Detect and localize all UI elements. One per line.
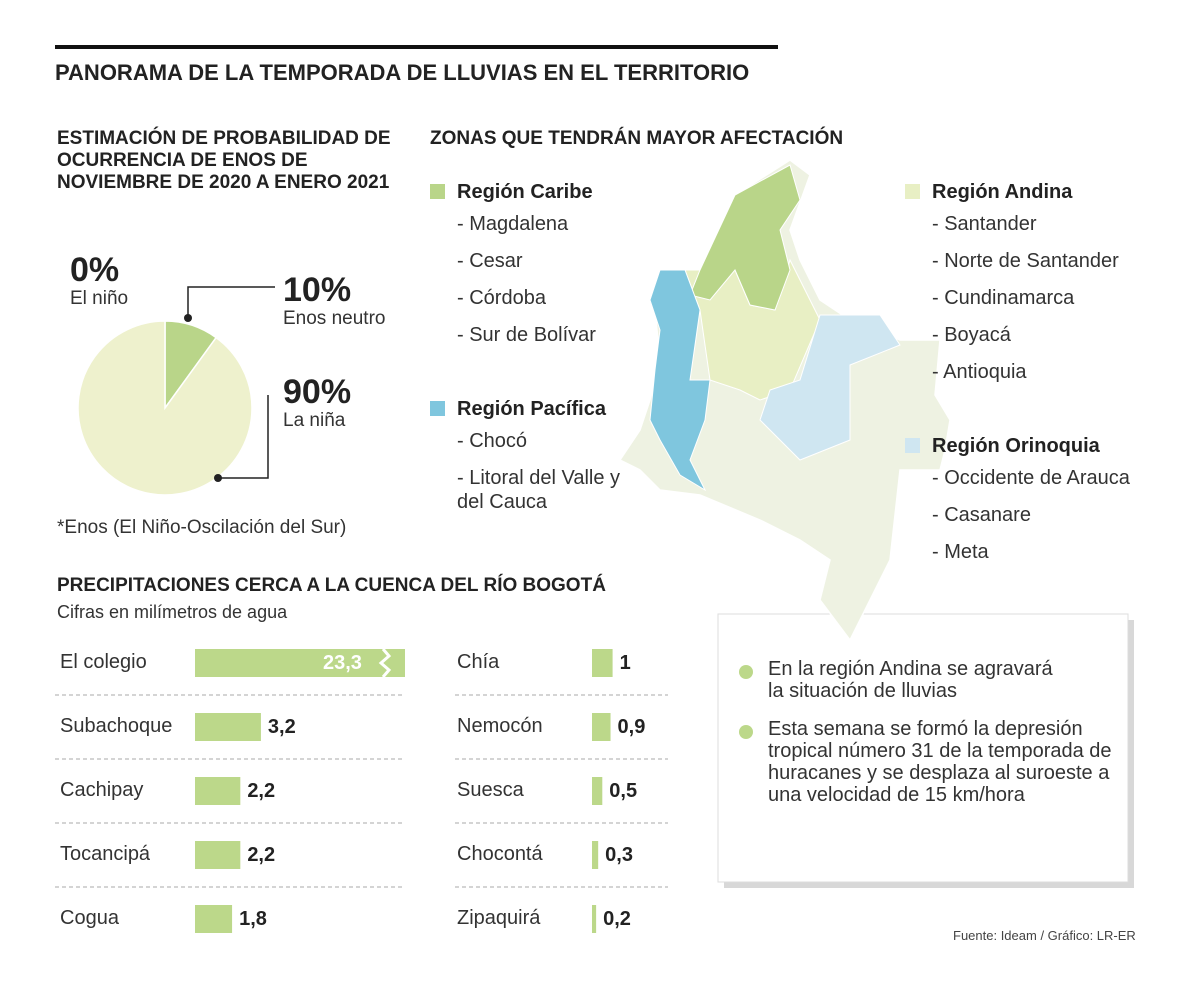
title: PANORAMA DE LA TEMPORADA DE LLUVIAS EN E… (55, 60, 750, 85)
leader-line (187, 286, 275, 318)
region-item: - Boyacá (932, 324, 1011, 346)
region-item: - Antioquia (932, 361, 1027, 383)
leader-dot (184, 314, 192, 322)
region-item: - Norte de Santander (932, 250, 1119, 272)
bar (592, 905, 597, 933)
region-item: - Cesar (457, 250, 523, 272)
bar-break (378, 648, 392, 678)
source: Fuente: Ideam / Gráfico: LR-ER (953, 928, 1136, 943)
footnote: *Enos (El Niño-Oscilación del Sur) (57, 517, 347, 538)
bullet (739, 665, 753, 679)
bar-subtitle: Cifras en milímetros de agua (57, 602, 288, 622)
pie-slice (77, 320, 253, 496)
region-item: - Cundinamarca (932, 287, 1075, 309)
region-item: - Magdalena (457, 213, 569, 235)
value-label: 1 (619, 652, 631, 674)
region-item: - Meta (932, 541, 989, 563)
region-item: - Santander (932, 213, 1037, 235)
pie-label: Enos neutro (283, 308, 386, 329)
bar-label: Zipaquirá (457, 907, 541, 929)
value-label: 2,2 (247, 780, 276, 802)
region-item: - Occidente de Arauca (932, 467, 1130, 489)
region-name: Región Orinoquia (932, 435, 1100, 457)
map-region (759, 314, 901, 461)
region-item: - Sur de Bolívar (457, 324, 596, 346)
note: En la región Andina se agravará la situa… (768, 658, 1053, 702)
bar (195, 905, 233, 933)
top-rule (55, 45, 778, 49)
bar (592, 777, 603, 805)
map-region (649, 269, 711, 492)
bar (195, 649, 405, 677)
pie-value-label: 90% (283, 373, 352, 411)
bar (592, 649, 613, 677)
bar-label: Chocontá (457, 843, 543, 865)
bar-label: Tocancipá (60, 843, 151, 865)
value-label: 23,3 (323, 652, 362, 674)
value-label: 2,2 (247, 844, 276, 866)
bar-label: Cachipay (60, 779, 144, 801)
region-item: - Casanare (932, 504, 1031, 526)
bar-label: Cogua (60, 907, 119, 929)
bar (592, 713, 611, 741)
map-title: ZONAS QUE TENDRÁN MAYOR AFECTACIÓN (430, 128, 844, 149)
bar (195, 777, 241, 805)
bullet (739, 725, 753, 739)
legend-swatch (905, 184, 920, 199)
region-item: - Chocó (457, 430, 528, 452)
bar (195, 713, 261, 741)
legend-swatch (430, 401, 445, 416)
pie-value-label: 10% (283, 271, 352, 309)
leader-line (218, 395, 269, 479)
pie-label: El niño (70, 288, 129, 309)
value-label: 3,2 (267, 716, 296, 738)
region-item: - Litoral del Valle y del Cauca (457, 467, 621, 513)
pie-label: La niña (283, 410, 346, 431)
bar-label: Nemocón (457, 715, 543, 737)
region-name: Región Andina (932, 181, 1073, 203)
bar-label: Subachoque (60, 715, 173, 737)
region-item: - Córdoba (457, 287, 546, 309)
leader-dot (214, 474, 222, 482)
value-label: 1,8 (239, 908, 267, 930)
legend-swatch (430, 184, 445, 199)
bar-title: PRECIPITACIONES CERCA A LA CUENCA DEL RÍ… (57, 575, 606, 596)
pie-title: ESTIMACIÓN DE PROBABILIDAD DE OCURRENCIA… (57, 128, 391, 193)
bar-label: Chía (457, 651, 500, 673)
bar (195, 841, 241, 869)
bar-label: Suesca (457, 779, 524, 801)
map-region (689, 164, 801, 311)
bar (592, 841, 599, 869)
bar-label: El colegio (60, 651, 147, 673)
value-label: 0,5 (609, 780, 638, 802)
note: Esta semana se formó la depresión tropic… (768, 718, 1112, 806)
region-name: Región Caribe (457, 181, 593, 203)
value-label: 0,2 (603, 908, 631, 930)
legend-swatch (905, 438, 920, 453)
region-name: Región Pacífica (457, 398, 606, 420)
notes-box (717, 613, 1129, 883)
value-label: 0,9 (617, 716, 646, 738)
value-label: 0,3 (605, 844, 633, 866)
pie-value-label: 0% (70, 251, 120, 289)
